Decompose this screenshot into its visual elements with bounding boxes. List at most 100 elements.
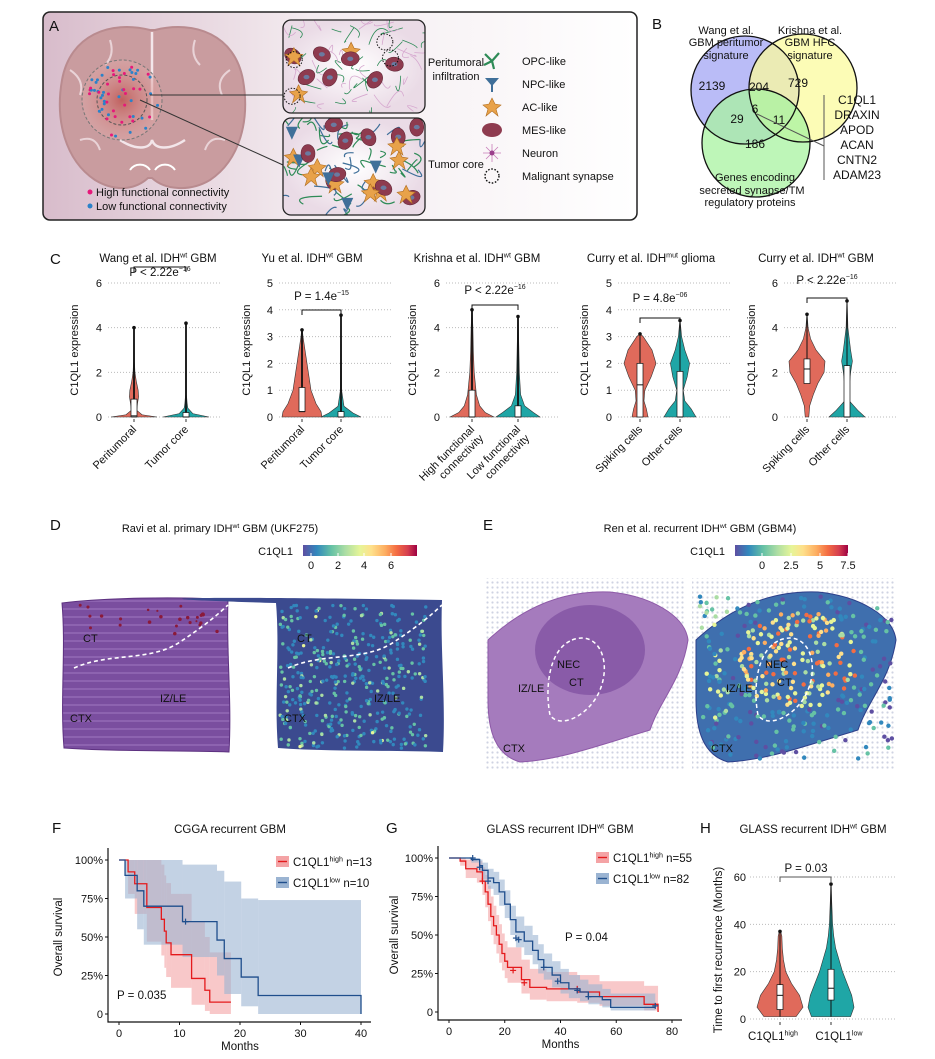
survival-curve-low [449, 857, 656, 1009]
high-connectivity-dot [118, 76, 122, 80]
spot [811, 710, 817, 716]
p-value-text: P < 2.22e [129, 267, 178, 279]
spot [781, 710, 786, 716]
spot [375, 719, 379, 724]
spot [841, 710, 847, 716]
y-tick-label: 6 [96, 278, 102, 290]
ci-band-segment [488, 868, 494, 889]
spatial-expression-map [181, 597, 444, 752]
spot [337, 659, 341, 663]
spot [791, 661, 797, 667]
x-tick-label: 30 [294, 1028, 306, 1040]
spot [410, 676, 414, 680]
spot [364, 607, 369, 611]
spot [283, 721, 288, 726]
spot [851, 648, 856, 654]
legend-label: Malignant synapse [522, 171, 614, 183]
p-value-exponent: −16 [846, 274, 858, 281]
ci-band-segment [485, 874, 489, 908]
high-connectivity-dot [122, 88, 126, 92]
spot [785, 694, 791, 700]
spot [407, 712, 412, 716]
spot [820, 615, 826, 621]
spot [790, 727, 796, 732]
spot [289, 650, 294, 654]
spot [334, 662, 339, 667]
y-tick-label: 1 [267, 385, 273, 397]
spot [725, 647, 730, 652]
spot [746, 634, 752, 639]
violin [788, 312, 826, 418]
significance-bracket [779, 876, 832, 882]
inset-background [283, 20, 425, 113]
inset-frame [282, 117, 426, 216]
low-connectivity-dot [130, 70, 134, 74]
low-connectivity-dot [97, 109, 101, 113]
venn-count-all-three: 6 [752, 102, 759, 116]
spot [397, 670, 402, 674]
tumor-outer-boundary [81, 59, 163, 141]
p-value: P < 2.22e−16 [796, 274, 857, 287]
region-label-ct: CT [777, 677, 792, 689]
ci-band-segment [204, 937, 210, 1011]
cell-process [343, 208, 355, 215]
high-connectivity-dot [111, 69, 115, 73]
text-main: n=55 [663, 853, 692, 865]
text-superscript: wt [179, 252, 187, 260]
spot [772, 642, 778, 647]
spot [749, 656, 754, 661]
max-outlier-point [184, 321, 188, 326]
spot [751, 636, 756, 641]
ci-band-segment [501, 933, 505, 971]
spot [283, 694, 288, 699]
spot [421, 647, 425, 651]
spot [342, 679, 347, 684]
venn-outline [690, 35, 800, 145]
spot [375, 711, 380, 715]
spot [345, 699, 349, 703]
ci-band-segment [499, 924, 502, 963]
spot [336, 679, 340, 684]
spot [389, 651, 393, 655]
cell-process [291, 27, 303, 39]
spot [288, 684, 292, 689]
spot [344, 704, 348, 709]
spot [305, 605, 309, 610]
cell-process [413, 152, 422, 168]
spot [822, 641, 827, 647]
ci-band-segment [521, 959, 530, 994]
spot [747, 692, 752, 698]
spot [861, 657, 867, 662]
significance-bracket [133, 266, 187, 272]
spot [874, 673, 880, 678]
region-label-ctx: CTX [503, 743, 526, 755]
hemorrhage-spot [215, 629, 219, 634]
spot [405, 714, 409, 719]
region-label-ct: CT [297, 633, 312, 645]
cell-process [373, 94, 391, 108]
spot [361, 674, 365, 679]
colorbar-label: C1QL1 [690, 546, 725, 558]
spot [704, 600, 709, 606]
spot [862, 703, 868, 708]
spot [401, 642, 405, 646]
spot [300, 710, 304, 714]
spot [774, 729, 779, 735]
spot [333, 680, 338, 684]
spot [724, 609, 730, 614]
spot [401, 686, 406, 691]
cell-process [325, 206, 337, 215]
hemorrhage-spot [173, 631, 177, 636]
spot [852, 634, 858, 639]
text-main: Krishna et al. IDH [414, 253, 504, 265]
spot [364, 657, 368, 662]
cell-cluster [283, 118, 425, 215]
significance-bracket [806, 297, 848, 303]
spatial-expression-map: NEC CT IZ/LE CTX [692, 578, 897, 770]
spot [379, 623, 384, 628]
spot [831, 748, 837, 754]
spot [281, 717, 285, 722]
colorbar-gradient [303, 545, 417, 556]
venn-set-label: regulatory proteins [704, 197, 796, 209]
p-value-text: P = 4.8e [633, 293, 676, 305]
